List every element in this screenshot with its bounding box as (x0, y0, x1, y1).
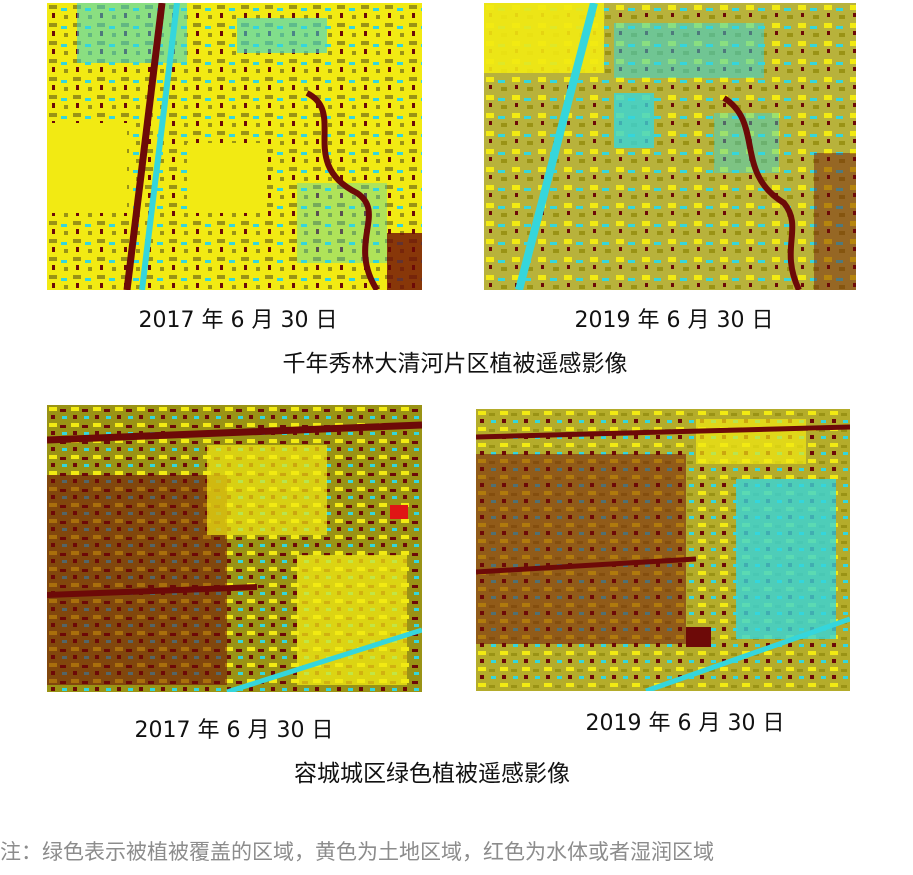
caption-bottom-right-date: 2019 年 6 月 30 日 (585, 711, 785, 736)
image-qiannian-2017 (47, 3, 422, 290)
caption-bottom-left-date: 2017 年 6 月 30 日 (134, 718, 334, 743)
image-rongcheng-2017 (47, 405, 422, 692)
image-qiannian-2019 (484, 3, 856, 290)
legend-note: 注：绿色表示被植被覆盖的区域，黄色为土地区域，红色为水体或者湿润区域 (0, 840, 714, 864)
title-rongcheng: 容城城区绿色植被遥感影像 (294, 761, 570, 787)
image-rongcheng-2019 (476, 409, 850, 691)
title-qiannian-xiulin: 千年秀林大清河片区植被遥感影像 (282, 351, 628, 377)
caption-top-left-date: 2017 年 6 月 30 日 (138, 308, 338, 333)
caption-top-right-date: 2019 年 6 月 30 日 (574, 308, 774, 333)
